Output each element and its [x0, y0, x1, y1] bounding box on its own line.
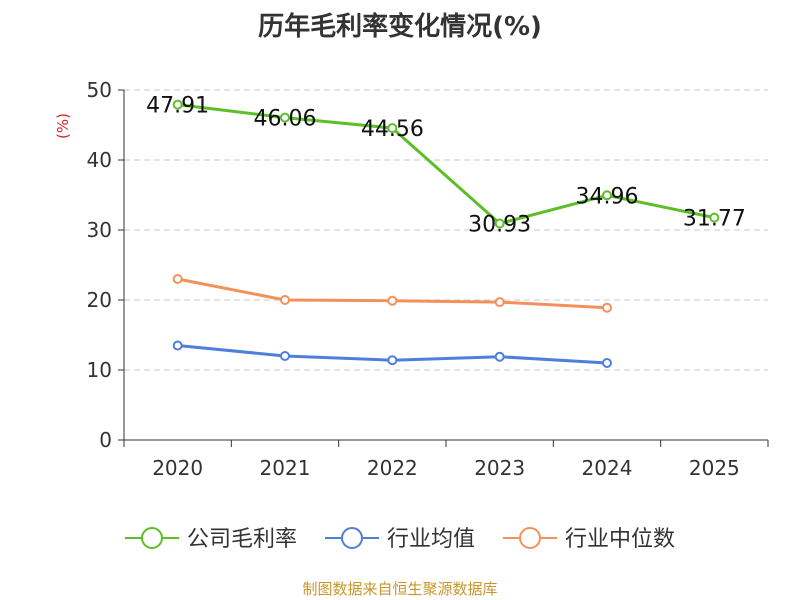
y-tick-label: 40: [87, 148, 112, 172]
legend-item: 行业均值: [325, 527, 475, 552]
legend-item: 公司毛利率: [125, 527, 297, 552]
data-label: 34.96: [576, 184, 639, 209]
legend-label: 公司毛利率: [187, 527, 297, 552]
x-tick-label: 2022: [367, 456, 418, 480]
legend-marker: [519, 527, 541, 549]
data-point: [280, 112, 290, 123]
data-label: 47.91: [146, 94, 209, 119]
data-point: [494, 218, 505, 229]
y-axis-label: (%): [54, 113, 72, 139]
x-tick-label: 2025: [689, 456, 740, 480]
x-tick-label: 2020: [152, 456, 203, 480]
y-tick-label: 10: [87, 358, 112, 382]
data-point: [602, 358, 612, 368]
chart-title: 历年毛利率变化情况(%): [258, 12, 542, 42]
legend-marker: [141, 527, 163, 549]
data-point: [387, 355, 398, 366]
legend-label: 行业中位数: [565, 527, 675, 552]
y-tick-label: 30: [87, 218, 112, 242]
axis-layer: 0 10 20 30 40 50 (%) 2020 2021 2022 2023 2024 2025: [54, 78, 769, 480]
data-point: [280, 351, 290, 361]
label-layer: 47.91 46.06 44.56 30.93 34.96 31.77: [146, 94, 746, 238]
legend-item: 行业中位数: [503, 527, 675, 552]
x-tick-label: 2021: [260, 456, 311, 480]
data-point: [709, 212, 720, 223]
legend-label: 行业均值: [387, 527, 475, 552]
data-point: [387, 123, 398, 134]
grid-layer: [124, 89, 768, 371]
data-point: [172, 99, 183, 110]
data-point: [172, 274, 183, 284]
data-point: [494, 351, 505, 362]
data-point: [602, 190, 612, 201]
legend-marker: [341, 527, 363, 549]
y-tick-label: 0: [99, 428, 112, 452]
data-point: [494, 297, 505, 308]
data-point: [172, 340, 183, 351]
data-label: 46.06: [254, 107, 317, 132]
x-tick-label: 2023: [474, 456, 525, 480]
legend: 公司毛利率 行业均值 行业中位数: [125, 527, 675, 552]
x-tick-label: 2024: [582, 456, 633, 480]
data-point: [602, 302, 612, 313]
data-point: [280, 295, 290, 305]
y-tick-label: 50: [87, 78, 112, 102]
data-label: 31.77: [683, 207, 746, 232]
series-line-0: [177, 103, 715, 225]
data-label: 44.56: [361, 117, 424, 142]
y-tick-label: 20: [87, 288, 112, 312]
source-note: 制图数据来自恒生聚源数据库: [302, 580, 498, 598]
data-label: 30.93: [468, 212, 531, 237]
data-point: [387, 295, 398, 306]
series-layer: [172, 99, 720, 368]
